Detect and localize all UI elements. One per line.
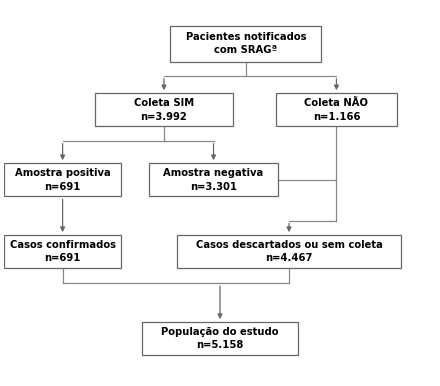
FancyBboxPatch shape (4, 163, 121, 196)
FancyBboxPatch shape (149, 163, 278, 196)
Text: Coleta SIM
n=3.992: Coleta SIM n=3.992 (134, 98, 194, 122)
Text: Casos confirmados
n=691: Casos confirmados n=691 (10, 240, 116, 263)
FancyBboxPatch shape (95, 93, 233, 127)
Text: Amostra negativa
n=3.301: Amostra negativa n=3.301 (163, 168, 264, 191)
FancyBboxPatch shape (177, 235, 401, 268)
Text: Casos descartados ou sem coleta
n=4.467: Casos descartados ou sem coleta n=4.467 (195, 240, 382, 263)
Text: Amostra positiva
n=691: Amostra positiva n=691 (15, 168, 110, 191)
Text: Pacientes notificados
com SRAGª: Pacientes notificados com SRAGª (186, 32, 306, 55)
FancyBboxPatch shape (170, 25, 321, 61)
Text: Coleta NÃO
n=1.166: Coleta NÃO n=1.166 (304, 98, 368, 122)
FancyBboxPatch shape (276, 93, 397, 127)
FancyBboxPatch shape (4, 235, 121, 268)
FancyBboxPatch shape (143, 322, 297, 355)
Text: População do estudo
n=5.158: População do estudo n=5.158 (161, 327, 279, 350)
